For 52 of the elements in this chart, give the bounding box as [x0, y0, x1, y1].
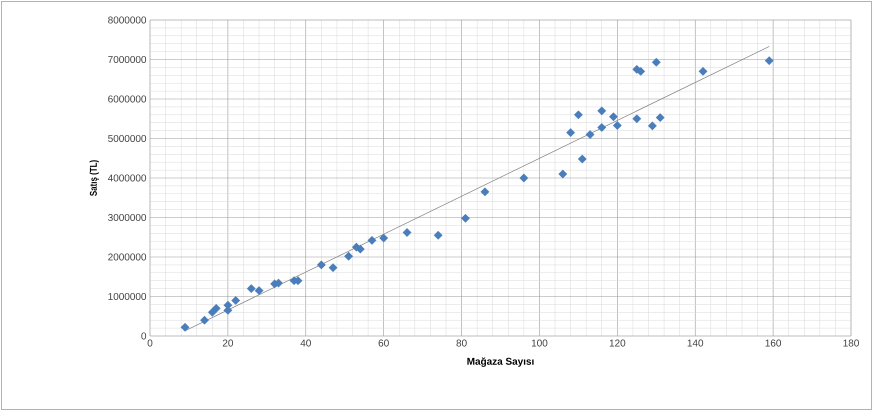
point — [480, 187, 490, 196]
point — [648, 121, 657, 130]
point — [231, 296, 240, 305]
point — [597, 106, 606, 116]
point — [597, 123, 606, 132]
x-tick-label: 60 — [378, 340, 389, 347]
point — [656, 113, 665, 122]
x-tick-label: 140 — [688, 340, 704, 347]
point — [586, 130, 595, 139]
point — [698, 66, 708, 76]
y-tick-label: 8000000 — [108, 16, 146, 24]
point — [246, 284, 256, 294]
y-tick-label: 3000000 — [108, 214, 146, 222]
point — [402, 228, 412, 237]
point — [344, 252, 354, 261]
point — [461, 214, 470, 223]
point — [612, 121, 622, 130]
point — [254, 286, 264, 295]
point — [578, 154, 587, 164]
x-tick-label: 180 — [843, 340, 859, 347]
point — [632, 114, 642, 124]
x-tick-label: 80 — [456, 340, 467, 347]
y-tick-label: 6000000 — [108, 95, 146, 103]
point — [379, 234, 388, 242]
y-tick-label: 5000000 — [108, 134, 146, 142]
point — [316, 260, 326, 270]
y-tick-label: 2000000 — [108, 253, 146, 261]
point — [764, 56, 774, 66]
x-tick-label: 20 — [222, 340, 234, 347]
point — [368, 236, 376, 245]
point — [519, 174, 528, 182]
point — [180, 322, 190, 332]
x-tick-label: 0 — [148, 340, 152, 347]
x-tick-label: 40 — [300, 340, 311, 347]
x-tick-label: 160 — [766, 340, 782, 347]
point — [566, 128, 576, 138]
x-tick-label: 120 — [610, 340, 626, 347]
point — [558, 170, 568, 178]
point — [212, 304, 221, 313]
point — [652, 58, 661, 67]
x-tick-label: 100 — [532, 340, 548, 347]
y-tick-label: 4000000 — [108, 174, 146, 182]
point — [434, 230, 443, 240]
y-tick-label: 1000000 — [108, 292, 146, 300]
point — [609, 112, 618, 122]
point — [574, 110, 583, 120]
point — [328, 263, 338, 272]
y-axis-title: Satış (TL) — [90, 160, 99, 196]
x-axis-title: Mağaza Sayısı — [467, 357, 534, 367]
point — [200, 316, 209, 325]
y-tick-label: 0 — [141, 332, 146, 340]
y-tick-label: 7000000 — [108, 56, 146, 64]
